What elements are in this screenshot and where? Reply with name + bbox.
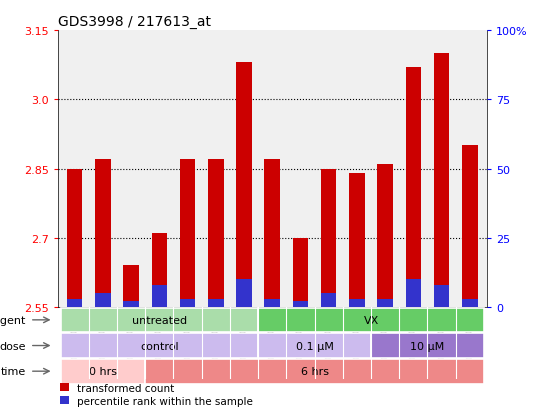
- Bar: [60, 308, 258, 332]
- Bar: [60, 333, 258, 358]
- Text: untreated: untreated: [132, 315, 187, 325]
- Bar: [377, 299, 393, 307]
- Bar: [123, 302, 139, 307]
- Bar: [349, 299, 365, 307]
- Bar: [236, 63, 252, 307]
- Bar: [152, 234, 167, 307]
- Text: 0 hrs: 0 hrs: [89, 366, 117, 376]
- Bar: [208, 299, 223, 307]
- Bar: [462, 146, 477, 307]
- Bar: [377, 164, 393, 307]
- Bar: [293, 302, 308, 307]
- Bar: [152, 285, 167, 307]
- Bar: [258, 308, 484, 332]
- Text: 10 μM: 10 μM: [410, 341, 444, 351]
- Bar: [321, 169, 337, 307]
- Bar: [434, 285, 449, 307]
- Bar: [60, 359, 145, 384]
- Text: 0.1 μM: 0.1 μM: [296, 341, 333, 351]
- Bar: [265, 160, 280, 307]
- Text: VX: VX: [364, 315, 378, 325]
- Bar: [293, 238, 308, 307]
- Text: dose: dose: [0, 341, 26, 351]
- Bar: [67, 169, 82, 307]
- Text: agent: agent: [0, 315, 26, 325]
- Bar: [67, 299, 82, 307]
- Bar: [265, 299, 280, 307]
- Bar: [462, 299, 477, 307]
- Bar: [321, 294, 337, 307]
- Text: control: control: [140, 341, 179, 351]
- Text: time: time: [1, 366, 26, 376]
- Bar: [208, 160, 223, 307]
- Bar: [180, 299, 195, 307]
- Bar: [145, 359, 484, 384]
- Bar: [95, 160, 111, 307]
- Bar: [405, 280, 421, 307]
- Bar: [95, 294, 111, 307]
- Text: GDS3998 / 217613_at: GDS3998 / 217613_at: [58, 14, 211, 28]
- Bar: [258, 333, 371, 358]
- Bar: [405, 68, 421, 307]
- Bar: [434, 54, 449, 307]
- Bar: [236, 280, 252, 307]
- Legend: transformed count, percentile rank within the sample: transformed count, percentile rank withi…: [60, 383, 253, 406]
- Bar: [349, 174, 365, 307]
- Bar: [123, 266, 139, 307]
- Bar: [180, 160, 195, 307]
- Bar: [371, 333, 484, 358]
- Text: 6 hrs: 6 hrs: [301, 366, 328, 376]
